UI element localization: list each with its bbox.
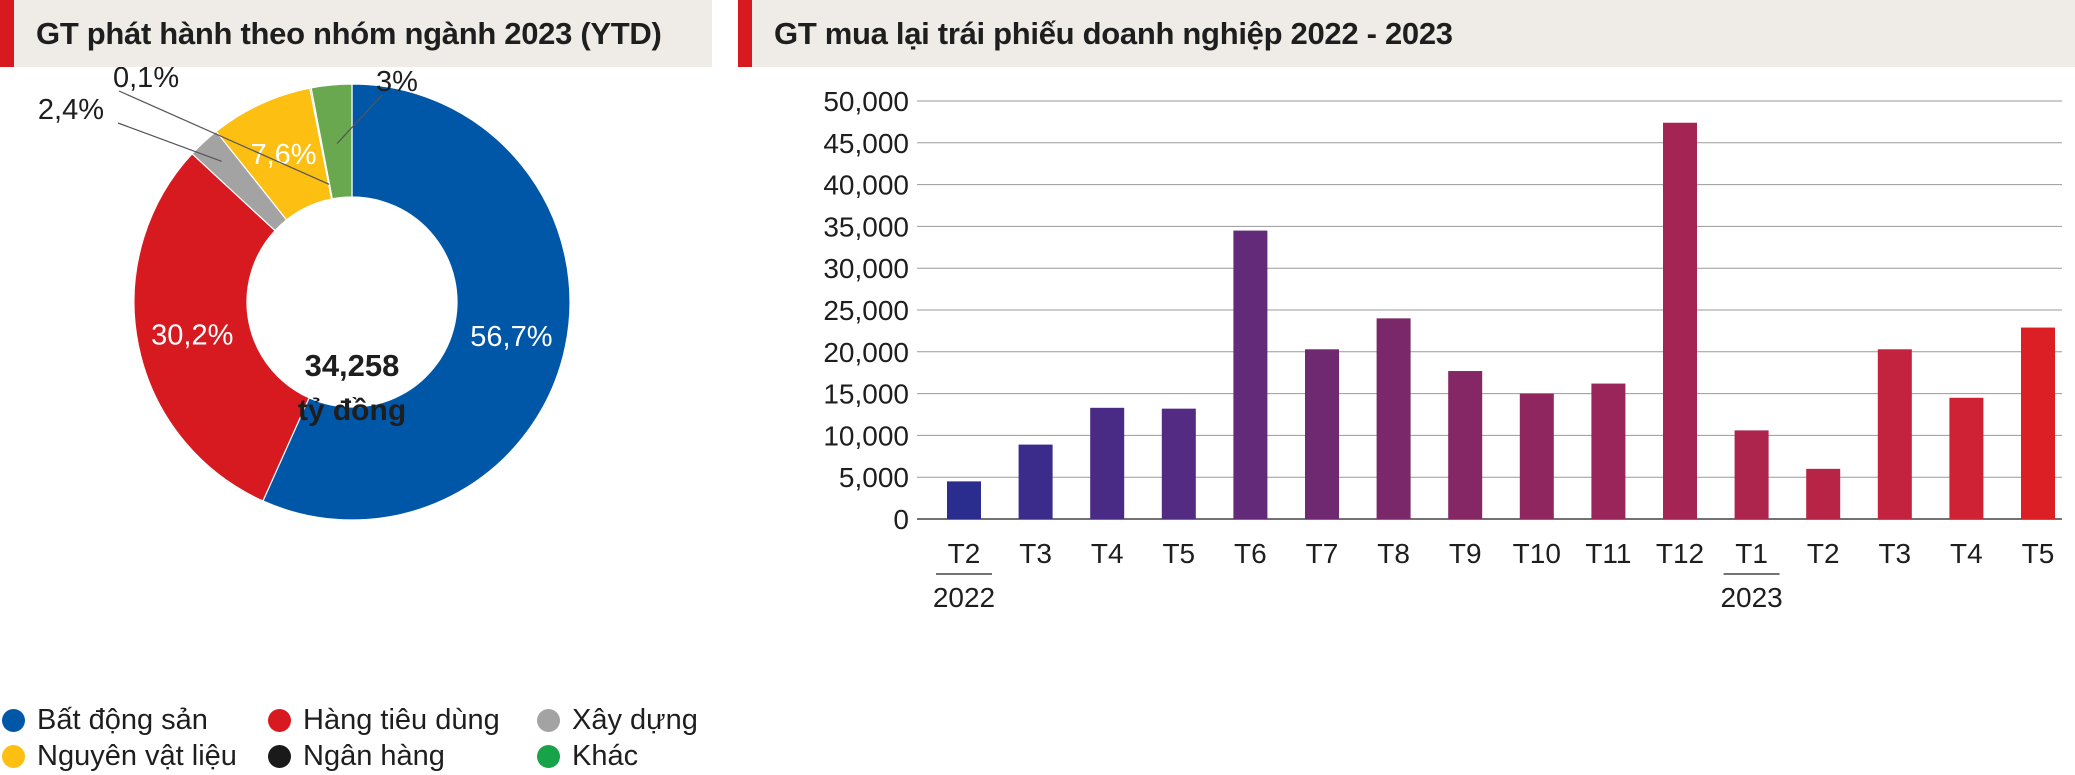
left-panel-header: GT phát hành theo nhóm ngành 2023 (YTD) — [0, 0, 712, 67]
legend-item-bat-dong-san: Bất động sản — [2, 702, 208, 738]
legend-label: Nguyên vật liệu — [37, 739, 237, 772]
legend-label: Hàng tiêu dùng — [303, 703, 500, 736]
bar-t3-13 — [1877, 349, 1912, 519]
bar-series — [947, 122, 2055, 520]
x-tick-label: T4 — [1950, 538, 1983, 569]
donut-slice-khac — [310, 83, 353, 200]
donut-label-4: 7,6% — [250, 139, 316, 171]
year-label: 2023 — [1720, 582, 1782, 613]
legend-item-hang-tieu-dung: Hàng tiêu dùng — [268, 702, 500, 738]
legend-dot-icon — [268, 708, 291, 732]
legend-label: Xây dựng — [572, 703, 698, 736]
legend-dot-icon — [268, 744, 291, 768]
bar-chart-title: GT mua lại trái phiếu doanh nghiệp 2022 … — [774, 15, 1453, 51]
y-tick-label: 35,000 — [823, 211, 909, 242]
y-tick-label: 5,000 — [839, 462, 909, 493]
legend-dot-icon — [2, 744, 25, 768]
donut-label-2: 30,2% — [151, 320, 233, 352]
bar-t2-0 — [947, 481, 981, 519]
donut-slice-bat-dong-san — [262, 83, 571, 521]
bar-t12-10 — [1663, 122, 1697, 520]
bar-t1-11 — [1734, 430, 1769, 519]
bar-t8-6 — [1376, 318, 1411, 519]
bar-t9-7 — [1448, 371, 1483, 519]
donut-label-6: 3% — [376, 67, 418, 98]
bar-t4-2 — [1090, 407, 1125, 519]
bar-t5-15 — [2021, 327, 2055, 519]
legend-dot-icon — [2, 708, 25, 732]
y-tick-label: 15,000 — [823, 379, 909, 410]
donut-labels: 56,7% 30,2% 2,4% 7,6% 0,1% 3% — [38, 67, 553, 353]
donut-label-5: 0,1% — [113, 67, 179, 94]
donut-slice-hang-tieu-dung — [133, 152, 310, 502]
bar-y-axis: 0 5,000 10,000 15,000 20,000 25,000 30,000 35,0… — [823, 86, 909, 535]
bar-t5-3 — [1161, 408, 1196, 519]
donut-label-1: 56,7% — [470, 321, 552, 353]
legend-item-ngan-hang: Ngân hàng — [268, 738, 445, 774]
year-label: 2022 — [933, 582, 995, 613]
legend-dot-icon — [537, 744, 560, 768]
donut-leader-line — [117, 122, 222, 162]
x-tick-label: T9 — [1449, 538, 1482, 569]
donut-legend: Bất động sản Hàng tiêu dùng Xây dựng Ngu… — [0, 698, 712, 775]
donut-label-3: 2,4% — [38, 94, 104, 126]
bar-t7-5 — [1305, 349, 1339, 519]
legend-item-khac: Khác — [537, 738, 638, 774]
x-tick-label: T8 — [1377, 538, 1410, 569]
legend-label: Khác — [572, 739, 639, 772]
x-tick-label: T2 — [1807, 538, 1840, 569]
legend-label: Ngân hàng — [303, 739, 445, 772]
x-tick-label: T2 — [948, 538, 981, 569]
legend-item-nguyen-vat-lieu: Nguyên vật liệu — [2, 738, 237, 774]
x-tick-label: T1 — [1735, 538, 1768, 569]
header-accent-bar — [738, 0, 752, 67]
y-tick-label: 40,000 — [823, 170, 909, 201]
x-tick-label: T6 — [1234, 538, 1267, 569]
y-tick-label: 45,000 — [823, 128, 909, 159]
x-tick-label: T3 — [1878, 538, 1911, 569]
x-tick-label: T11 — [1585, 538, 1631, 569]
header-accent-bar — [0, 0, 14, 67]
donut-slices — [133, 83, 571, 521]
y-tick-label: 0 — [893, 504, 909, 535]
bar-t10-8 — [1519, 393, 1554, 519]
y-tick-label: 50,000 — [823, 86, 909, 117]
y-tick-label: 25,000 — [823, 295, 909, 326]
donut-chart: 56,7% 30,2% 2,4% 7,6% 0,1% 3% 34,258 tỷ đồng — [38, 67, 571, 521]
legend-item-xay-dung: Xây dựng — [537, 702, 698, 738]
x-tick-label: T4 — [1091, 538, 1124, 569]
donut-chart-title: GT phát hành theo nhóm ngành 2023 (YTD) — [36, 15, 662, 51]
bar-t6-4 — [1233, 230, 1268, 519]
y-tick-label: 30,000 — [823, 253, 909, 284]
donut-leader-line — [118, 90, 330, 185]
x-tick-label: T5 — [1162, 538, 1195, 569]
bar-t3-1 — [1018, 444, 1053, 519]
y-tick-label: 10,000 — [823, 420, 909, 451]
bar-t2-12 — [1806, 468, 1841, 519]
x-tick-label: T12 — [1656, 538, 1704, 569]
bar-x-axis: T2 T3 T4 T5 T6 T7 T8 T9 T10 T11 T12 T1 T2 T3 T4 T5 2022 2… — [933, 538, 2054, 613]
bar-chart: 0 5,000 10,000 15,000 20,000 25,000 30,000 35,0… — [823, 86, 2062, 613]
x-tick-label: T10 — [1513, 538, 1561, 569]
x-tick-label: T5 — [2022, 538, 2055, 569]
y-tick-label: 20,000 — [823, 337, 909, 368]
x-tick-label: T3 — [1019, 538, 1052, 569]
donut-center-unit: tỷ đồng — [298, 394, 406, 427]
x-tick-label: T7 — [1306, 538, 1339, 569]
legend-label: Bất động sản — [37, 703, 208, 736]
donut-center-value: 34,258 — [305, 348, 400, 383]
right-panel-header: GT mua lại trái phiếu doanh nghiệp 2022 … — [738, 0, 2075, 67]
bar-t4-14 — [1949, 397, 1984, 519]
legend-dot-icon — [537, 708, 560, 732]
bar-t11-9 — [1591, 383, 1626, 519]
donut-leader-line — [336, 94, 383, 144]
